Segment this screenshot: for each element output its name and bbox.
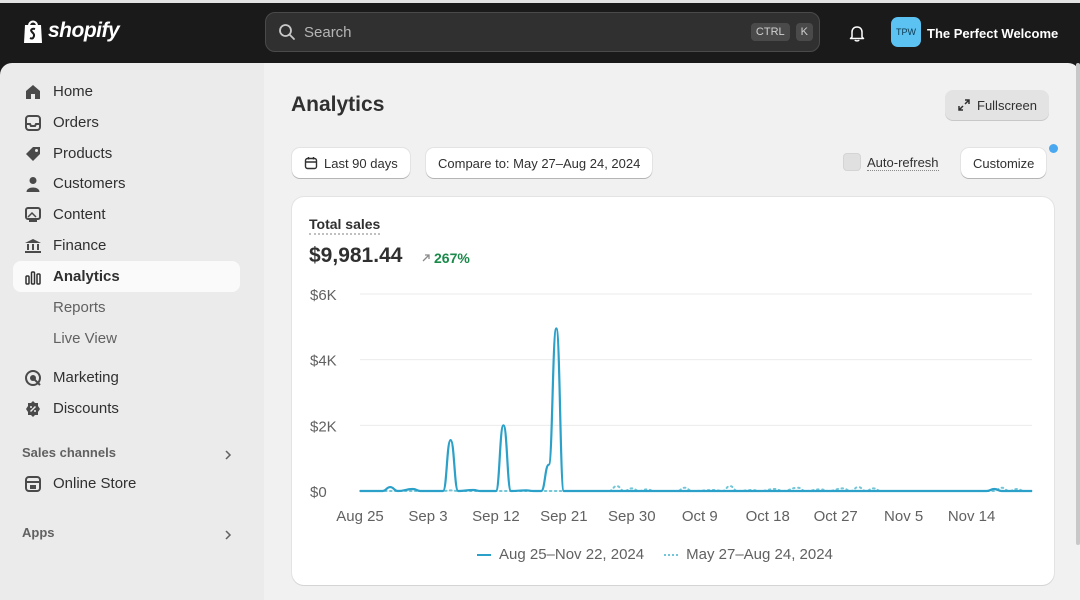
sales-line-chart: $0 $2K $4K $6K Aug 25 Sep 3 Sep 12 Sep 21 Sep 30… (310, 287, 1033, 525)
scrollbar[interactable] (1076, 63, 1080, 545)
person-icon (26, 176, 40, 192)
search-bar[interactable]: Search CTRL K (265, 12, 820, 52)
customize-label: Customize (973, 155, 1035, 171)
inbox-icon (25, 114, 41, 131)
fullscreen-label: Fullscreen (977, 97, 1037, 113)
x-tick-label: Oct 18 (746, 508, 790, 525)
sidebar-item-marketing[interactable]: Marketing (13, 362, 240, 393)
sidebar-subitem-live-view[interactable]: Live View (53, 330, 117, 347)
sidebar-item-label: Marketing (53, 369, 119, 386)
shopify-logo[interactable]: shopify (22, 18, 120, 44)
sidebar-item-analytics[interactable]: Analytics (13, 261, 240, 292)
sidebar-item-orders[interactable]: Orders (13, 107, 240, 138)
legend-label-compare[interactable]: May 27–Aug 24, 2024 (686, 546, 833, 563)
auto-refresh-label[interactable]: Auto-refresh (867, 155, 939, 171)
y-tick-label: $2K (310, 418, 337, 435)
sidebar-item-label: Online Store (53, 475, 137, 492)
home-icon (26, 84, 40, 99)
compare-button[interactable]: Compare to: May 27–Aug 24, 2024 (426, 148, 653, 178)
store-icon (25, 475, 41, 492)
legend-swatch-current (477, 553, 491, 556)
auto-refresh-checkbox[interactable] (843, 153, 861, 171)
x-tick-label: Sep 3 (408, 508, 447, 525)
search-icon (279, 24, 295, 40)
sidebar-item-label: Content (53, 206, 106, 223)
chart-legend: Aug 25–Nov 22, 2024 May 27–Aug 24, 2024 (477, 546, 833, 563)
sidebar-item-discounts[interactable]: Discounts (13, 393, 240, 424)
shopify-bag-icon (24, 20, 42, 43)
image-icon (25, 206, 41, 222)
metric-change-value: 267% (434, 250, 470, 266)
metric-value: $9,981.44 (309, 244, 403, 267)
metric-change: 267% (421, 250, 470, 266)
sidebar-item-label: Analytics (53, 268, 120, 285)
chevron-right-icon[interactable] (222, 529, 234, 541)
top-bar: shopify Search CTRL K TPW The Perfect We… (0, 0, 1080, 63)
compare-label: Compare to: May 27–Aug 24, 2024 (438, 155, 641, 171)
customize-button[interactable]: Customize (961, 148, 1047, 178)
store-name[interactable]: The Perfect Welcome (927, 26, 1059, 41)
sidebar-item-label: Finance (53, 237, 107, 254)
sidebar-item-home[interactable]: Home (13, 76, 240, 107)
fullscreen-button[interactable]: Fullscreen (945, 90, 1049, 120)
sidebar-item-finance[interactable]: Finance (13, 230, 240, 261)
x-tick-label: Nov 5 (884, 508, 923, 525)
sidebar-item-label: Home (53, 83, 94, 100)
y-tick-label: $4K (310, 353, 337, 370)
y-tick-label: $0 (310, 484, 327, 501)
total-sales-card (292, 197, 1054, 585)
legend-label-current[interactable]: Aug 25–Nov 22, 2024 (499, 546, 645, 563)
expand-icon (958, 99, 970, 111)
sidebar-item-label: Customers (53, 175, 126, 192)
shortcut-ctrl: CTRL (750, 23, 790, 41)
target-icon (25, 369, 41, 386)
avatar[interactable]: TPW (891, 17, 921, 47)
brand-name: shopify (48, 19, 120, 42)
sidebar-item-label: Discounts (53, 400, 119, 417)
tag-icon (26, 146, 40, 161)
series-line-current (359, 327, 1032, 493)
x-tick-label: Oct 27 (814, 508, 858, 525)
metric-label[interactable]: Total sales (309, 216, 381, 235)
arrow-up-right-icon (422, 254, 430, 262)
notification-dot (1049, 144, 1058, 153)
sidebar-subitem-reports[interactable]: Reports (53, 299, 106, 316)
bar-chart-icon (25, 270, 41, 285)
x-tick-label: Sep 30 (608, 508, 656, 525)
sales-channels-label[interactable]: Sales channels (22, 445, 116, 460)
page-title: Analytics (291, 93, 385, 116)
x-tick-label: Sep 12 (472, 508, 520, 525)
sidebar-item-label: Products (53, 145, 113, 162)
sidebar-item-label: Orders (53, 114, 99, 131)
x-tick-label: Aug 25 (336, 508, 384, 525)
apps-label[interactable]: Apps (22, 525, 55, 540)
date-range-label: Last 90 days (324, 155, 398, 171)
sidebar-item-customers[interactable]: Customers (13, 168, 240, 199)
chevron-right-icon[interactable] (222, 449, 234, 461)
sidebar-item-online-store[interactable]: Online Store (13, 468, 240, 499)
calendar-icon (304, 157, 318, 170)
sidebar (0, 63, 264, 600)
date-range-button[interactable]: Last 90 days (292, 148, 410, 178)
y-tick-label: $6K (310, 287, 337, 304)
sidebar-item-products[interactable]: Products (13, 138, 240, 169)
x-tick-label: Oct 9 (682, 508, 718, 525)
discount-icon (26, 400, 40, 417)
shortcut-k: K (795, 23, 813, 41)
legend-swatch-compare (664, 553, 679, 556)
sidebar-item-content[interactable]: Content (13, 199, 240, 230)
bell-icon[interactable] (848, 24, 866, 42)
search-input[interactable]: Search (304, 23, 352, 41)
x-tick-label: Sep 21 (540, 508, 588, 525)
bank-icon (25, 238, 41, 253)
x-tick-label: Nov 14 (948, 508, 996, 525)
